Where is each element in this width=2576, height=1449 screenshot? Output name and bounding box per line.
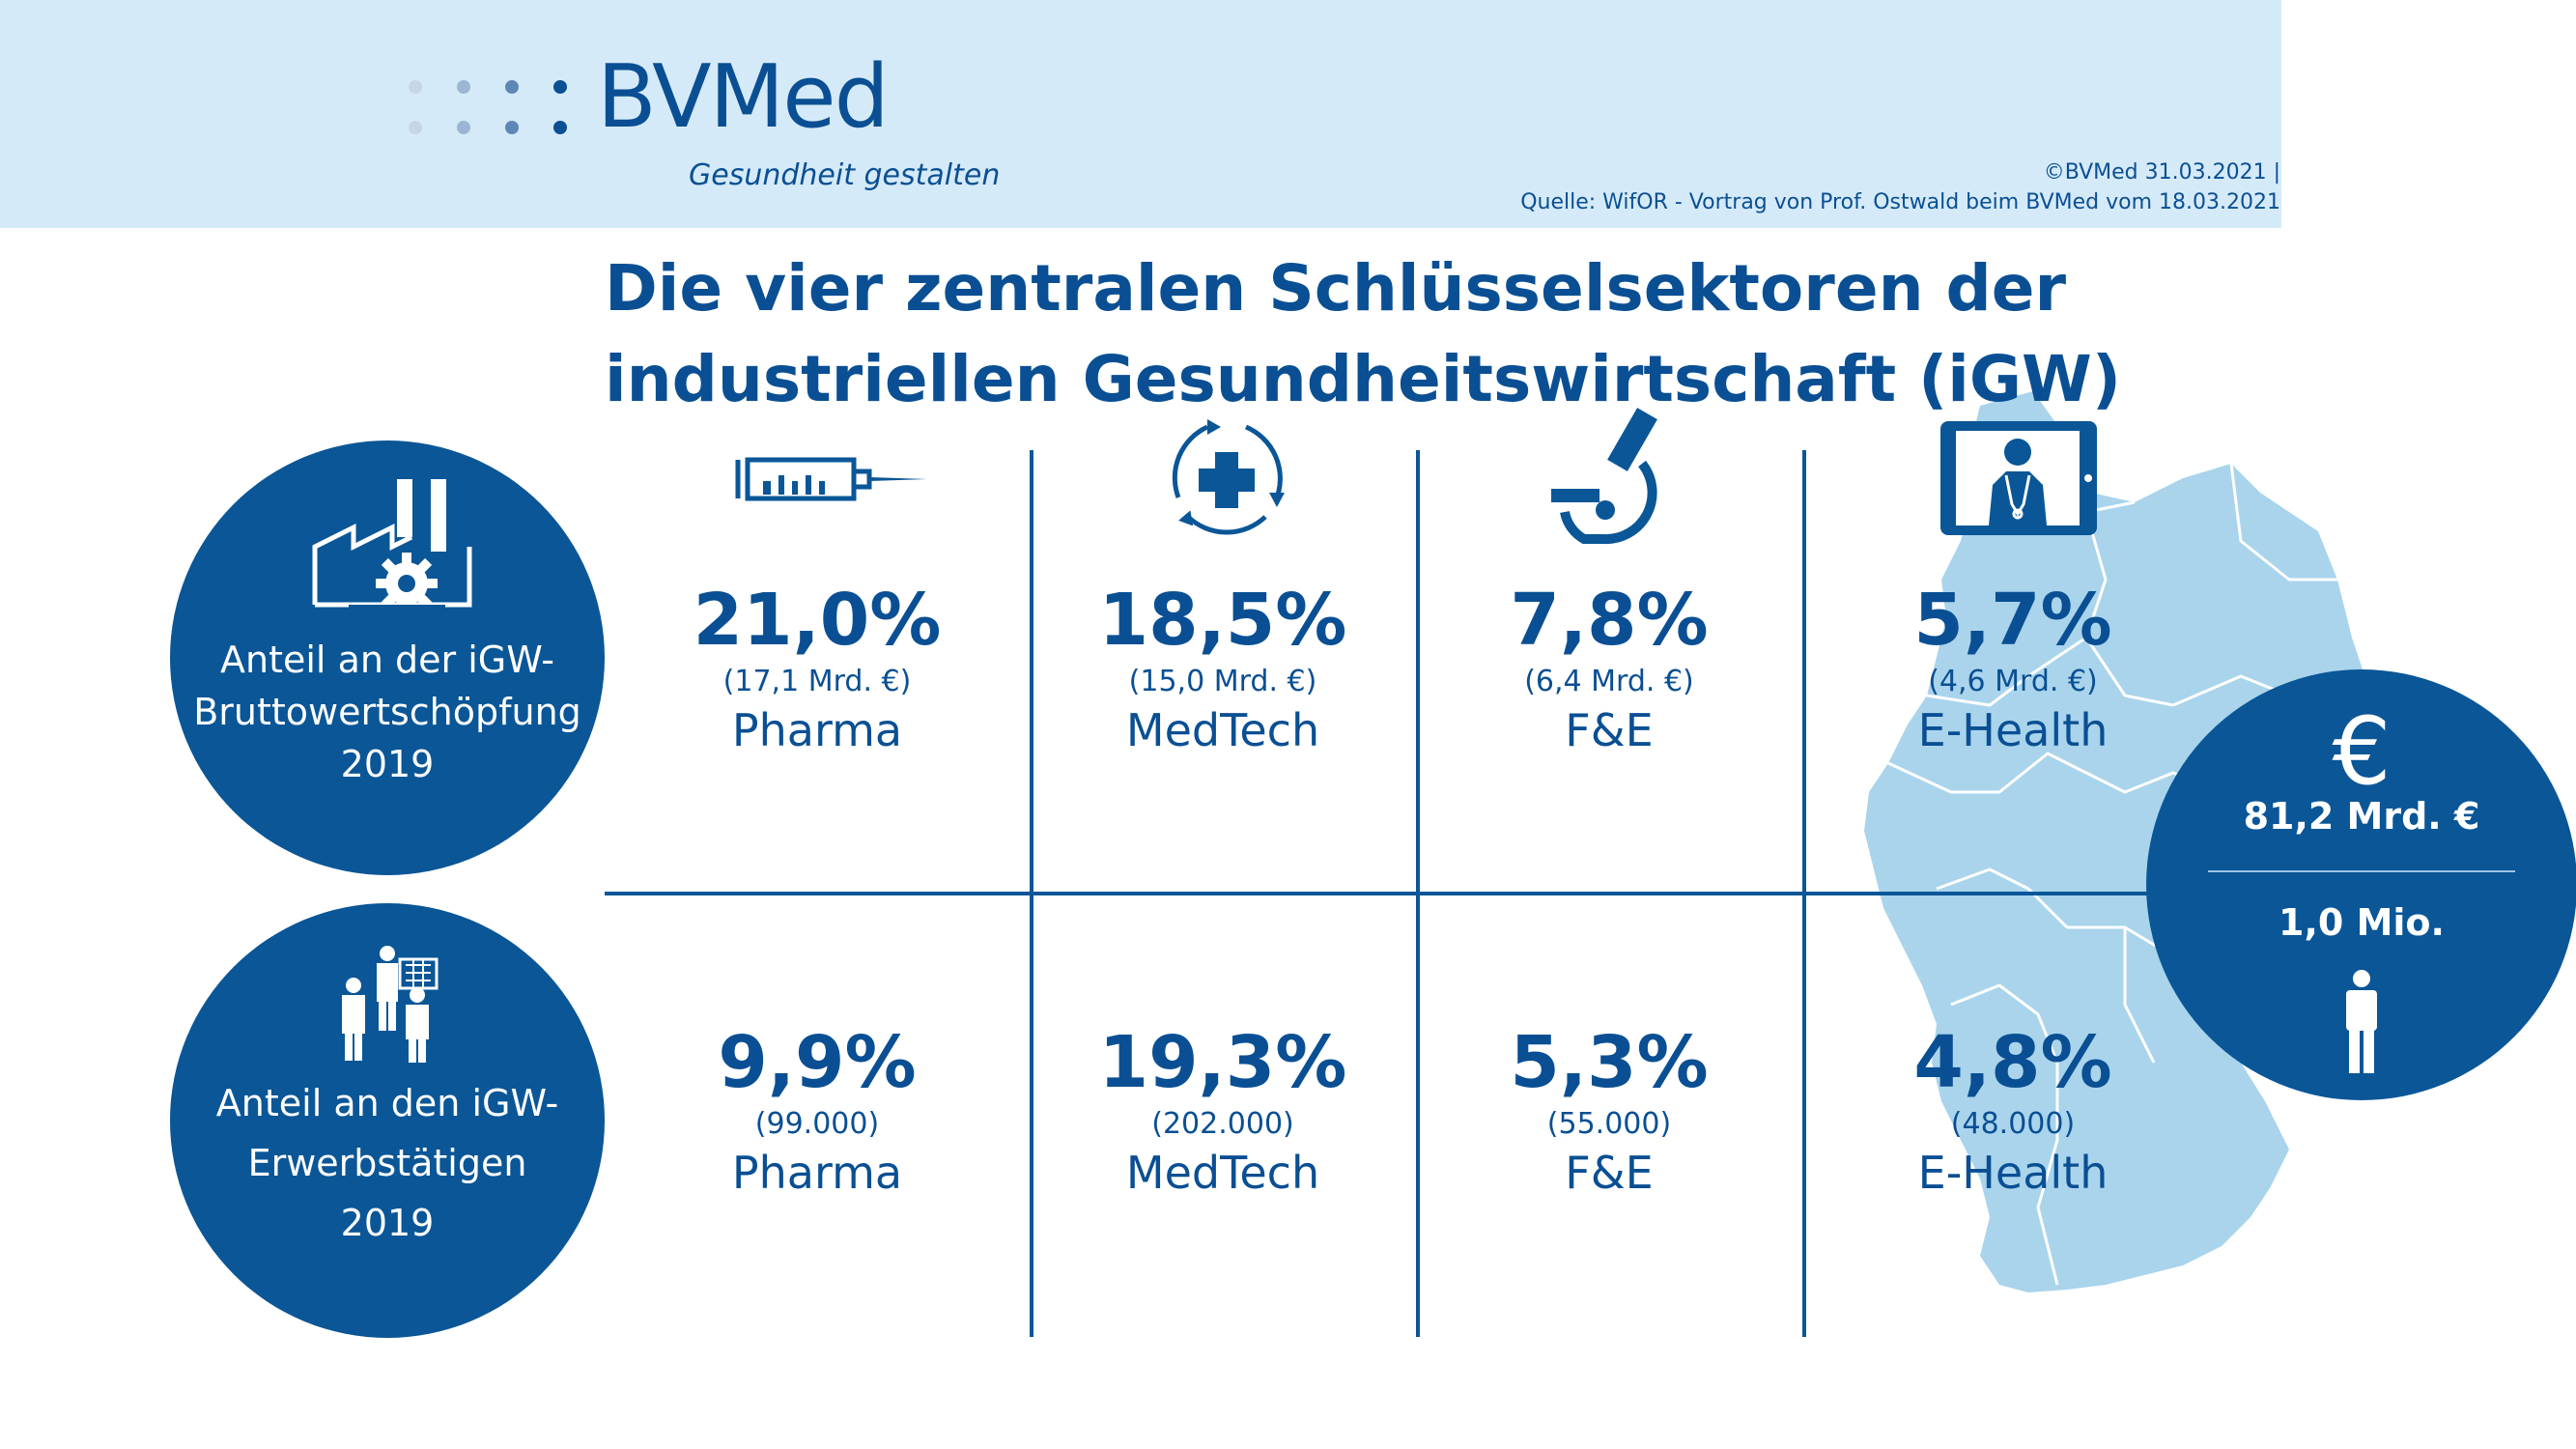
- tablet-doctor-icon: [1940, 421, 2097, 535]
- microscope-icon: [1551, 408, 1657, 545]
- erw-abs-medtech: (202.000): [1151, 1107, 1294, 1141]
- row-erw-label-1: Anteil an den iGW-: [215, 1082, 559, 1124]
- page-title: Die vier zentralen Schlüsselsektoren der…: [605, 243, 2122, 425]
- person-icon: [2346, 970, 2377, 1073]
- cell-erw-medtech: 19,3% (202.000) MedTech: [1030, 1022, 1416, 1200]
- medical-staff-icon: [342, 946, 439, 1063]
- row-bws-label-2: Bruttowertschöpfung: [193, 691, 581, 733]
- row-divider: [605, 892, 2169, 895]
- bws-pct-pharma: 21,0%: [693, 579, 942, 662]
- total-persons: 1,0 Mio.: [2279, 901, 2445, 944]
- erw-abs-fue: (55.000): [1546, 1107, 1672, 1141]
- totals-circle: € 81,2 Mrd. € 1,0 Mio.: [2146, 669, 2576, 1100]
- cell-bws-medtech: 18,5% (15,0 Mrd. €) MedTech: [1030, 580, 1416, 757]
- sector-name-pharma: Pharma: [731, 704, 903, 756]
- medical-cross-cycle-icon: [1172, 419, 1285, 535]
- cell-erw-fue: 5,3% (55.000) F&E: [1416, 1022, 1802, 1200]
- bws-pct-fue: 7,8%: [1510, 579, 1709, 662]
- erw-pct-pharma: 9,9%: [718, 1021, 917, 1104]
- erw-pct-medtech: 19,3%: [1098, 1021, 1347, 1104]
- bws-abs-pharma: (17,1 Mrd. €): [722, 665, 912, 698]
- cell-bws-ehealth: 5,7% (4,6 Mrd. €) E-Health: [1820, 580, 2206, 757]
- sector-name-ehealth: E-Health: [1917, 704, 2109, 756]
- cell-bws-pharma: 21,0% (17,1 Mrd. €) Pharma: [624, 580, 1010, 757]
- header-band: [0, 0, 2281, 228]
- row-erw-label-2: Erwerbstätigen: [247, 1142, 527, 1184]
- sector-name-medtech: MedTech: [1125, 1147, 1320, 1199]
- logo: BVMed: [597, 46, 890, 148]
- bws-pct-ehealth: 5,7%: [1913, 579, 2112, 662]
- row-label-bws: Anteil an der iGW- Bruttowertschöpfung 2…: [170, 440, 605, 875]
- logo-dots-icon: [409, 80, 567, 134]
- sector-name-fue: F&E: [1565, 704, 1654, 756]
- bws-abs-ehealth: (4,6 Mrd. €): [1928, 665, 2098, 698]
- sector-name-fue: F&E: [1565, 1147, 1654, 1199]
- bws-abs-medtech: (15,0 Mrd. €): [1128, 665, 1317, 698]
- cell-erw-pharma: 9,9% (99.000) Pharma: [624, 1022, 1010, 1200]
- row-label-erw: Anteil an den iGW- Erwerbstätigen 2019: [170, 903, 605, 1338]
- row-bws-label-3: 2019: [340, 743, 435, 785]
- euro-icon: €: [2332, 697, 2392, 806]
- bws-abs-fue: (6,4 Mrd. €): [1524, 665, 1694, 698]
- sector-name-medtech: MedTech: [1125, 704, 1320, 756]
- sector-name-pharma: Pharma: [731, 1147, 903, 1199]
- erw-abs-ehealth: (48.000): [1950, 1107, 2076, 1141]
- row-bws-label-1: Anteil an der iGW-: [220, 639, 554, 681]
- bws-pct-medtech: 18,5%: [1098, 579, 1347, 662]
- total-value: 81,2 Mrd. €: [2243, 795, 2480, 838]
- row-erw-label-3: 2019: [340, 1202, 435, 1244]
- logo-tagline: Gesundheit gestalten: [689, 158, 1001, 192]
- cell-bws-fue: 7,8% (6,4 Mrd. €) F&E: [1416, 580, 1802, 757]
- totals-divider: [2208, 870, 2515, 872]
- copyright-note: ©BVMed 31.03.2021 |: [2043, 160, 2280, 185]
- erw-pct-ehealth: 4,8%: [1913, 1021, 2112, 1104]
- erw-pct-fue: 5,3%: [1510, 1021, 1709, 1104]
- erw-abs-pharma: (99.000): [754, 1107, 880, 1141]
- factory-gear-icon: [312, 479, 472, 614]
- title-line-1: Die vier zentralen Schlüsselsektoren der: [605, 251, 2067, 326]
- source-note: Quelle: WifOR - Vortrag von Prof. Ostwal…: [1520, 190, 2280, 214]
- title-line-2: industriellen Gesundheitswirtschaft (iGW…: [605, 342, 2122, 416]
- sector-name-ehealth: E-Health: [1917, 1147, 2109, 1199]
- syringe-icon: [735, 457, 927, 501]
- cell-erw-ehealth: 4,8% (48.000) E-Health: [1820, 1022, 2206, 1200]
